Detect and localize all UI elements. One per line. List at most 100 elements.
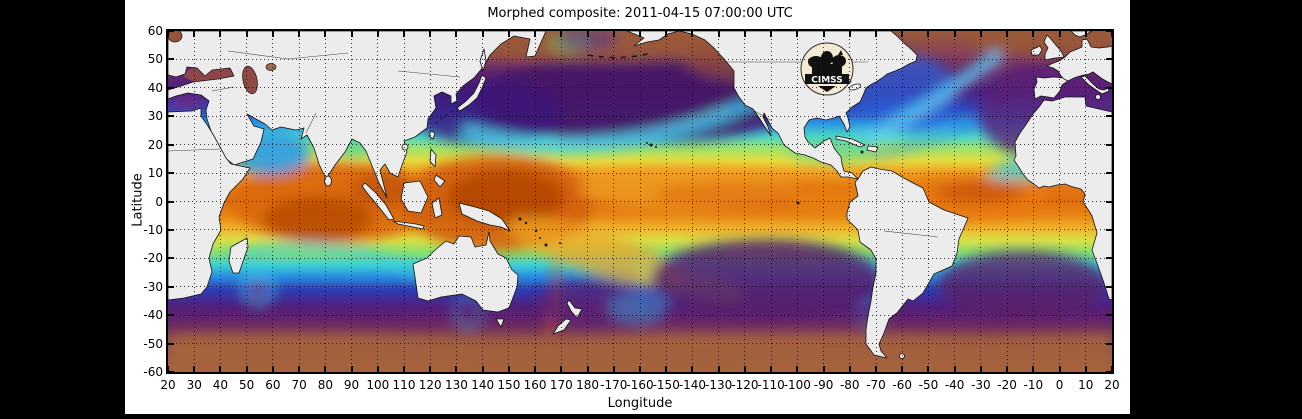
x-tick-mark — [639, 31, 641, 37]
x-tick-label: 0 — [1055, 378, 1064, 392]
x-tick-label: 30 — [186, 378, 202, 392]
x-tick-label: 160 — [523, 378, 547, 392]
x-tick-mark — [403, 366, 405, 372]
y-tick-mark — [1106, 200, 1112, 203]
x-tick-mark — [245, 31, 248, 37]
x-tick-mark — [298, 366, 301, 372]
y-tick-mark — [168, 371, 174, 372]
x-tick-label: 130 — [444, 378, 468, 392]
x-tick-label: 20 — [160, 378, 176, 392]
y-tick-mark — [1106, 371, 1112, 372]
landmass-europe — [1046, 38, 1112, 85]
x-tick-mark — [979, 31, 982, 37]
x-tick-label: -90 — [813, 378, 834, 392]
x-tick-mark — [507, 366, 510, 372]
x-tick-mark — [612, 31, 615, 37]
y-tick-mark — [1106, 285, 1112, 288]
x-tick-mark — [1084, 31, 1087, 37]
figure-area: Morphed composite: 2011-04-15 07:00:00 U… — [125, 0, 1130, 414]
y-gridline — [168, 229, 1112, 231]
x-tick-mark — [534, 366, 537, 372]
y-tick-label: -60 — [143, 365, 163, 379]
x-tick-label: 100 — [366, 378, 390, 392]
x-tick-mark — [560, 31, 563, 37]
x-tick-label: 70 — [291, 378, 307, 392]
x-tick-mark — [848, 31, 851, 37]
landmass-africa — [168, 107, 251, 301]
x-tick-mark — [1058, 366, 1061, 372]
landmass-japan — [456, 74, 487, 112]
y-tick-mark — [1106, 257, 1112, 260]
x-tick-label: 150 — [497, 378, 521, 392]
x-tick-label: -20 — [997, 378, 1017, 392]
x-tick-mark — [219, 366, 222, 372]
y-gridline — [168, 144, 1112, 146]
y-tick-mark — [168, 58, 174, 61]
y-tick-mark — [168, 31, 174, 32]
y-axis-label: Latitude — [130, 173, 146, 227]
y-tick-mark — [1106, 58, 1112, 61]
y-tick-mark — [1106, 172, 1112, 175]
x-tick-mark — [1006, 31, 1009, 37]
landmass-south-america — [846, 166, 969, 359]
y-tick-mark — [168, 86, 174, 89]
x-tick-mark — [901, 366, 904, 372]
x-tick-mark — [298, 31, 301, 37]
x-tick-label: 170 — [549, 378, 573, 392]
y-tick-label: -30 — [143, 279, 163, 294]
x-tick-mark — [193, 31, 196, 37]
y-tick-mark — [1106, 228, 1112, 231]
jamaica — [860, 150, 864, 154]
x-tick-label: -50 — [918, 378, 939, 392]
x-tick-mark — [875, 366, 877, 372]
x-tick-mark — [245, 366, 248, 372]
x-tick-mark — [168, 366, 169, 372]
y-tick-label: 30 — [147, 109, 163, 124]
x-tick-mark — [927, 31, 930, 37]
x-tick-label: -160 — [626, 378, 654, 392]
y-tick-label: -20 — [143, 251, 163, 266]
y-tick-mark — [168, 200, 174, 203]
x-tick-mark — [691, 31, 694, 37]
x-tick-mark — [219, 31, 222, 37]
cimss-logo-text: CIMSS — [811, 76, 842, 86]
x-tick-mark — [429, 366, 432, 372]
x-tick-mark — [586, 366, 589, 372]
x-tick-label: -140 — [678, 378, 707, 392]
x-tick-mark — [1058, 31, 1061, 37]
x-tick-mark — [507, 31, 510, 37]
y-tick-label: 50 — [147, 52, 163, 67]
x-tick-mark — [770, 31, 773, 37]
y-tick-mark — [1106, 31, 1112, 32]
x-tick-mark — [822, 31, 825, 37]
x-tick-mark — [481, 366, 484, 372]
y-tick-mark — [168, 314, 174, 317]
x-tick-label: 110 — [392, 378, 416, 392]
y-tick-mark — [168, 228, 174, 231]
y-tick-mark — [168, 285, 174, 288]
landmass-italy — [1080, 75, 1110, 95]
x-tick-mark — [612, 366, 615, 372]
x-tick-mark — [665, 366, 668, 372]
x-tick-mark — [848, 366, 851, 372]
x-tick-mark — [691, 366, 694, 372]
y-gridline — [168, 257, 1112, 259]
x-tick-mark — [455, 31, 458, 37]
landmass-sulawesi — [431, 197, 443, 219]
x-tick-mark — [743, 366, 746, 372]
y-gridline — [168, 343, 1112, 345]
x-tick-mark — [743, 31, 746, 37]
x-tick-label: 90 — [343, 378, 360, 392]
x-tick-mark — [665, 31, 668, 37]
aleutian-islands — [587, 52, 653, 59]
y-tick-mark — [1106, 342, 1112, 345]
grid-layer — [168, 31, 1112, 372]
y-tick-mark — [1106, 314, 1112, 317]
x-tick-mark — [822, 366, 825, 372]
x-tick-mark — [324, 31, 327, 37]
y-tick-mark — [168, 342, 174, 345]
x-tick-mark — [717, 366, 720, 372]
x-axis-label: Longitude — [607, 396, 673, 411]
y-gridline — [168, 115, 1112, 117]
